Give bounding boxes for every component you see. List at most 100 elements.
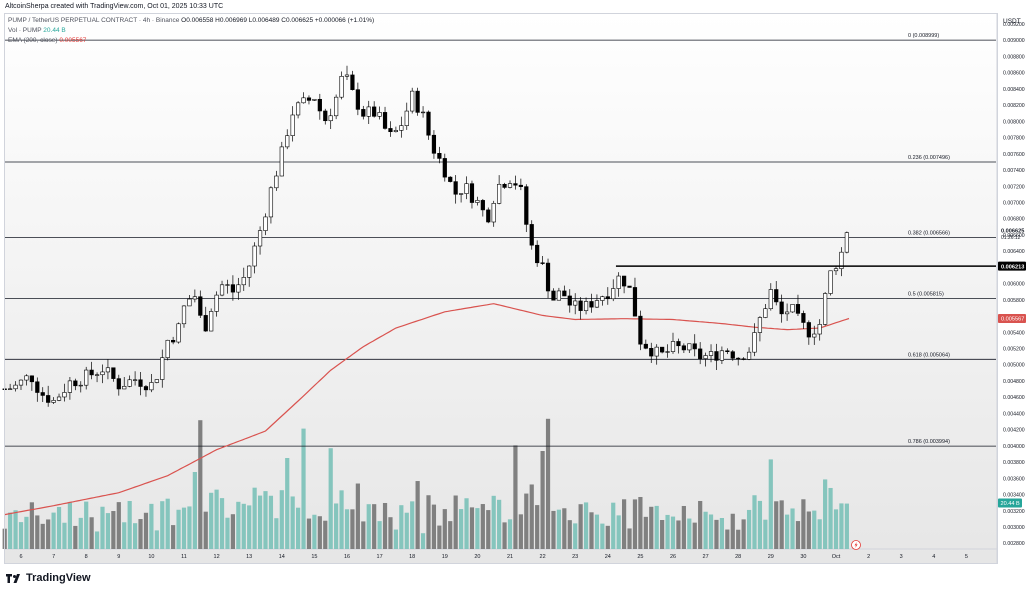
volume-bar-112 <box>611 502 616 549</box>
y-tick-label-3: 0.008600 <box>1003 71 1025 77</box>
fib-label-2: 0.382 (0.006566) <box>908 230 950 236</box>
candle-4 <box>24 375 29 381</box>
volume-bar-26 <box>143 512 149 549</box>
x-tick-label-9: 15 <box>311 554 317 560</box>
candle-130 <box>708 351 714 356</box>
candle-24 <box>133 379 138 381</box>
volume-bar-70 <box>382 502 388 549</box>
volume-bar-45 <box>247 505 252 549</box>
volume-bar-142 <box>774 501 779 549</box>
volume-bar-148 <box>806 511 811 549</box>
candle-132 <box>719 350 724 361</box>
volume-bar-16 <box>89 517 94 549</box>
volume-bar-113 <box>616 515 621 549</box>
candle-43 <box>236 284 241 293</box>
y-tick-label-16: 0.006000 <box>1003 282 1025 288</box>
volume-bar-146 <box>795 521 801 549</box>
volume-bar-64 <box>350 509 355 549</box>
volume-bar-152 <box>828 487 833 549</box>
candle-25 <box>138 379 143 387</box>
x-tick-label-1: 7 <box>52 554 55 560</box>
candle-47 <box>257 230 263 247</box>
volume-bar-153 <box>833 509 839 549</box>
volume-bar-121 <box>660 520 665 549</box>
candle-62 <box>339 75 344 98</box>
volume-bar-14 <box>78 517 83 549</box>
candle-119 <box>649 347 654 357</box>
volume-bar-9 <box>51 512 56 549</box>
volume-bar-31 <box>171 525 176 549</box>
candle-142 <box>774 289 779 303</box>
volume-bar-61 <box>334 503 339 549</box>
y-tick-label-26: 0.004000 <box>1003 444 1025 450</box>
volume-bar-3 <box>18 522 24 549</box>
candle-114 <box>621 275 627 287</box>
x-tick-label-14: 20 <box>474 554 480 560</box>
volume-bar-82 <box>448 521 453 549</box>
candle-9 <box>51 400 56 403</box>
candle-127 <box>692 343 697 350</box>
volume-bar-130 <box>708 514 714 549</box>
candle-115 <box>627 285 632 288</box>
volume-bar-72 <box>393 529 398 549</box>
volume-bar-122 <box>665 514 670 549</box>
volume-bar-23 <box>127 500 132 549</box>
volume-bar-51 <box>279 490 284 549</box>
volume-bar-32 <box>176 509 181 549</box>
lightning-icon[interactable] <box>851 540 861 550</box>
candle-76 <box>415 90 420 113</box>
candle-131 <box>714 351 719 361</box>
volume-bar-107 <box>583 502 589 549</box>
volume-bar-149 <box>812 510 817 549</box>
x-tick-label-11: 17 <box>377 554 383 560</box>
candle-65 <box>355 89 360 110</box>
candle-2 <box>13 384 18 390</box>
symbol-name[interactable]: PUMP / TetherUS PERPETUAL CONTRACT · 4h … <box>8 17 180 24</box>
volume-bar-128 <box>698 500 703 549</box>
volume-bar-66 <box>361 521 366 549</box>
candle-60 <box>328 115 333 122</box>
candle-52 <box>285 135 290 148</box>
x-tick-label-19: 25 <box>637 554 643 560</box>
candle-83 <box>453 181 458 195</box>
volume-bar-94 <box>513 445 518 549</box>
fib-retracement: 0 (0.008999) 0.236 (0.007496) 0.382 (0.006… <box>5 33 996 447</box>
volume-bar-24 <box>133 523 138 549</box>
ema-label[interactable]: EMA (200, close) <box>8 37 58 44</box>
x-tick-label-29: 5 <box>965 554 968 560</box>
candle-58 <box>317 98 322 112</box>
candle-149 <box>812 333 817 338</box>
volume-bar-58 <box>317 516 322 549</box>
candle-21 <box>116 378 121 390</box>
volume-bar-81 <box>442 509 447 549</box>
candle-8 <box>46 395 51 403</box>
candle-5 <box>29 375 34 383</box>
volume-bar-95 <box>518 514 523 549</box>
y-tick-label-5: 0.008200 <box>1003 103 1025 109</box>
ema-200-line[interactable] <box>4 303 850 516</box>
x-tick-label-13: 19 <box>442 554 448 560</box>
candle-85 <box>464 183 469 194</box>
candle-11 <box>62 392 67 398</box>
candle-79 <box>431 134 437 154</box>
volume-bar-138 <box>752 495 757 549</box>
candle-23 <box>127 379 132 387</box>
volume-bar-57 <box>312 514 317 549</box>
volume-bar-69 <box>377 521 382 549</box>
volume-bar-35 <box>192 472 197 549</box>
y-tick-label-17: 0.005800 <box>1003 298 1025 304</box>
volume-bar-99 <box>540 451 545 549</box>
horizontal-level-badge <box>998 261 1026 271</box>
y-tick-label-29: 0.003400 <box>1003 493 1025 499</box>
candle-18 <box>100 371 105 376</box>
candle-20 <box>111 367 116 379</box>
ema-price-label: 0.005567 <box>1001 317 1024 323</box>
candle-105 <box>573 300 578 306</box>
volume-bar-97 <box>529 484 534 549</box>
volume-label[interactable]: Vol · PUMP <box>8 27 42 34</box>
volume-bar-15 <box>84 501 89 549</box>
tradingview-logo[interactable]: TradingView <box>6 572 91 584</box>
y-tick-label-24: 0.004400 <box>1003 411 1025 417</box>
candle-94 <box>513 183 518 186</box>
